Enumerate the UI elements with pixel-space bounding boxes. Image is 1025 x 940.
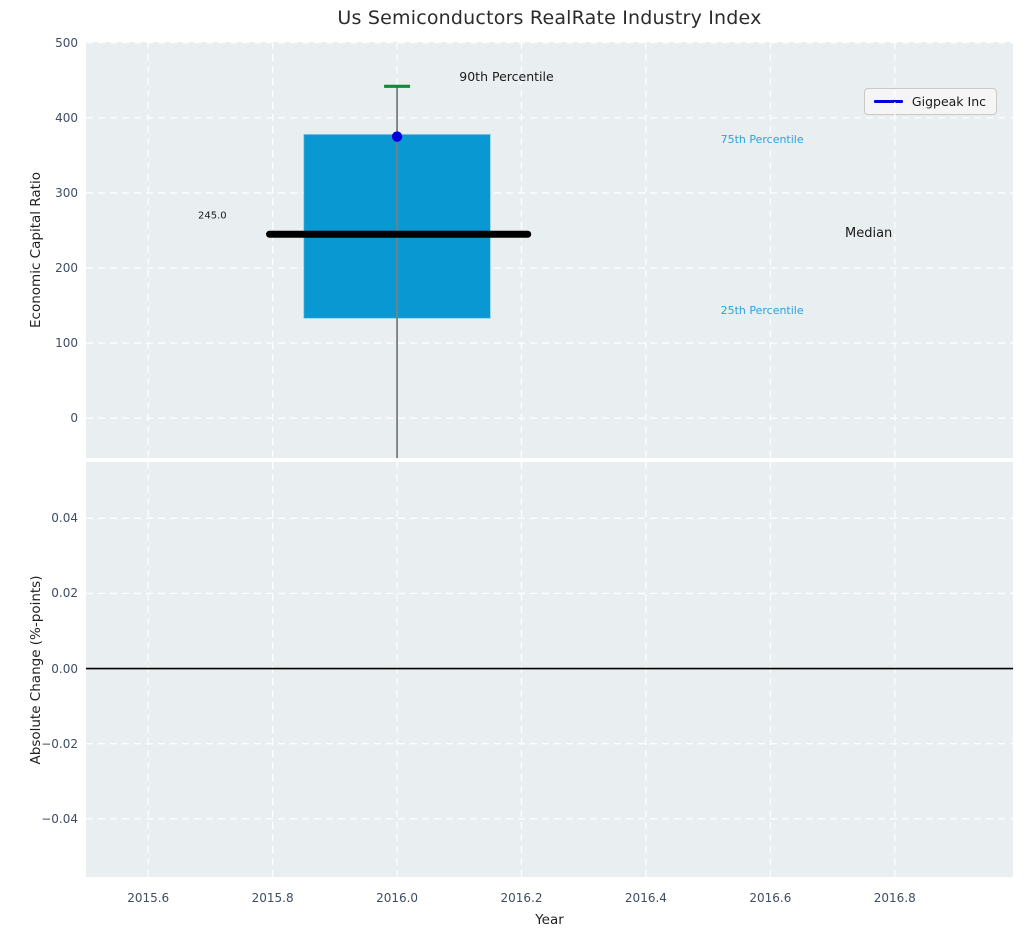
ytick-label-bottom: 0.02 — [51, 586, 78, 601]
xtick-label: 2016.8 — [873, 891, 916, 905]
xtick-label: 2015.8 — [251, 891, 294, 905]
ytick-label-bottom: 0.04 — [51, 511, 78, 526]
ytick-label-bottom: −0.04 — [41, 811, 78, 826]
ytick-label-top: 400 — [55, 110, 78, 125]
ytick-label-top: 0 — [70, 411, 78, 426]
legend-label: Gigpeak Inc — [911, 94, 986, 109]
ytick-label-bottom: −0.02 — [41, 736, 78, 751]
top-plot-area: Gigpeak Inc — [86, 42, 1013, 458]
ytick-label-top: 100 — [55, 336, 78, 351]
xtick-label: 2015.6 — [127, 891, 170, 905]
legend-line-icon — [873, 100, 903, 103]
xtick-label: 2016.4 — [624, 891, 667, 905]
chart-title: Us Semiconductors RealRate Industry Inde… — [337, 7, 762, 29]
annotation-75th-percentile: 75th Percentile — [720, 133, 804, 147]
annotation-median: Median — [845, 226, 893, 242]
xtick-label: 2016.2 — [500, 891, 543, 905]
annotation-25th-percentile: 25th Percentile — [720, 303, 804, 317]
xtick-label: 2016.0 — [376, 891, 419, 905]
x-axis-label: Year — [535, 912, 564, 928]
xtick-label: 2016.6 — [749, 891, 792, 905]
bottom-plot-area — [86, 462, 1013, 877]
annotation-90th-percentile: 90th Percentile — [459, 69, 554, 85]
legend-box: Gigpeak Inc — [863, 88, 997, 115]
annotation-245-0: 245.0 — [197, 210, 227, 222]
ytick-label-top: 200 — [55, 261, 78, 276]
ytick-label-top: 300 — [55, 185, 78, 200]
ytick-label-bottom: 0.00 — [51, 661, 78, 676]
ytick-label-top: 500 — [55, 35, 78, 50]
